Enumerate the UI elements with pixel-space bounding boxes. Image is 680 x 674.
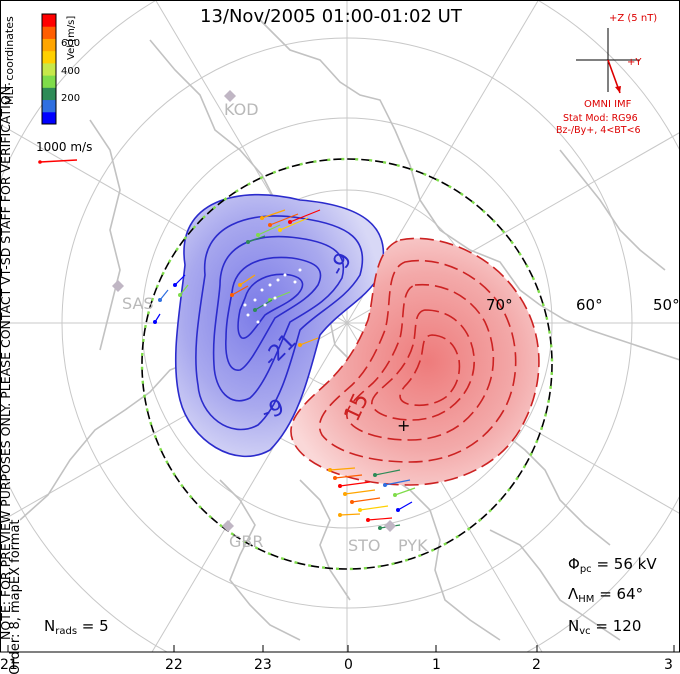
- stat-n-rads: Nrads = 5: [44, 617, 109, 637]
- grid-dots: [243, 268, 302, 324]
- hm-boundary: [141, 158, 553, 570]
- vector-scale-label: 1000 m/s: [36, 140, 93, 154]
- colorbar-swatch: [42, 26, 56, 39]
- imf-y-label: +Y: [627, 57, 642, 68]
- colorbar-swatch: [42, 38, 56, 52]
- colorbar-tick-400: 400: [61, 66, 81, 77]
- stat-phi-pc: Φpc = 56 kV: [568, 555, 657, 575]
- velocity-colorbar: [41, 13, 57, 125]
- potential-max-marker: +: [397, 416, 410, 435]
- imf-z-label: +Z (5 nT): [609, 13, 658, 24]
- colorbar-swatch: [42, 14, 56, 27]
- mlt-tick-3: 3: [664, 657, 673, 673]
- colorbar-swatch: [42, 50, 56, 64]
- station-marker-kod: [224, 90, 236, 102]
- lat-label-50: 50°: [653, 296, 680, 314]
- colorbar-frame: [41, 13, 57, 125]
- colorbar-swatch: [42, 87, 56, 101]
- lat-label-60: 60°: [576, 296, 603, 314]
- station-label-pyk: PYK: [398, 536, 428, 555]
- station-label-gbr: GBR: [229, 532, 264, 551]
- stat-lambda-hm: ΛHM = 64°: [568, 585, 644, 605]
- station-label-sto: STO: [348, 536, 381, 555]
- imf-model: Stat Mod: RG96: [563, 113, 638, 124]
- station-markers: [112, 90, 396, 532]
- coordinate-system-label: MLT coordinates: [3, 16, 16, 105]
- colorbar-tick-200: 200: [61, 93, 81, 104]
- colorbar-swatch: [42, 99, 56, 113]
- colorbar-swatch: [42, 111, 56, 125]
- imf-source: OMNI IMF: [584, 99, 632, 110]
- mlt-tick-0: 0: [344, 657, 353, 673]
- colorbar-swatch: [42, 75, 56, 88]
- mlt-tick-23: 23: [254, 657, 272, 673]
- station-marker-gbr: [222, 520, 234, 532]
- map-title: 13/Nov/2005 01:00-01:02 UT: [200, 6, 462, 27]
- mlt-tick-22: 22: [165, 657, 183, 673]
- mlt-axis: [0, 645, 680, 653]
- mlt-tick-1: 1: [432, 657, 441, 673]
- station-label-sas: SAS: [122, 294, 154, 313]
- colorbar-swatch: [42, 62, 56, 76]
- imf-dial: [576, 28, 640, 94]
- mlt-tick-21: 21: [0, 657, 18, 673]
- station-marker-pyk: [384, 520, 396, 532]
- preview-warning: NOTE: FOR PREVIEW PURPOSES ONLY. PLEASE …: [0, 82, 13, 640]
- station-label-kod: KOD: [224, 100, 259, 119]
- vector-scale-bar: [39, 159, 78, 163]
- stat-n-vc: Nvc = 120: [568, 617, 642, 637]
- imf-condition: Bz-/By+, 4<BT<6: [556, 125, 641, 136]
- mlt-tick-2: 2: [532, 657, 541, 673]
- station-marker-sas: [112, 280, 124, 292]
- lat-label-70: 70°: [486, 296, 513, 314]
- colorbar-tick-600: 600: [61, 38, 81, 49]
- velocity-vectors: [153, 209, 416, 530]
